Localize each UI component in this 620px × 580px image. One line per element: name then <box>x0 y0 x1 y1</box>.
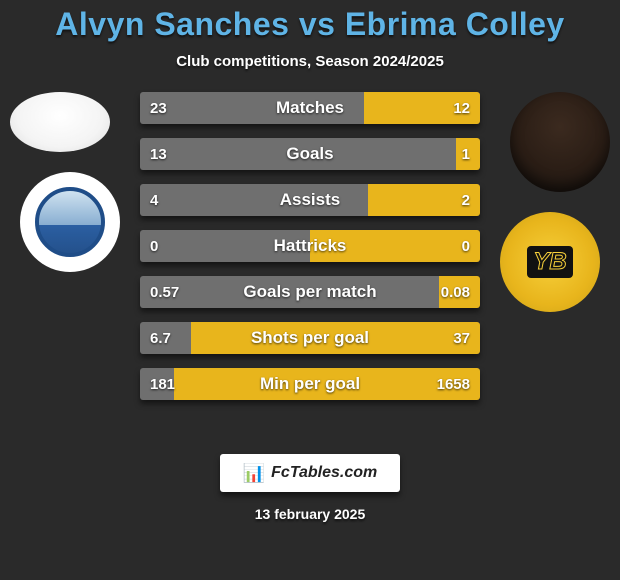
stage: YB Matches2312 Goals131 Assists42 Hattricks… <box>0 92 620 432</box>
stat-fill-right <box>310 230 480 262</box>
comparison-infographic: Alvyn Sanches vs Ebrima Colley Club comp… <box>0 0 620 580</box>
stat-row: Goals131 <box>140 138 480 170</box>
stat-bars: Matches2312 Goals131 Assists42 Hattricks00 G… <box>140 92 480 400</box>
player-avatar-left <box>10 92 110 152</box>
stat-row: Shots per goal6.737 <box>140 322 480 354</box>
stat-row: Hattricks00 <box>140 230 480 262</box>
club-crest-left <box>20 172 120 272</box>
stat-row: Min per goal1811658 <box>140 368 480 400</box>
club-crest-right-text: YB <box>527 246 572 278</box>
stat-fill-left <box>140 322 191 354</box>
stat-fill-right <box>174 368 480 400</box>
stat-fill-left <box>140 138 456 170</box>
stat-fill-right <box>456 138 480 170</box>
date-text: 13 february 2025 <box>0 506 620 522</box>
stat-fill-left <box>140 368 174 400</box>
club-crest-left-inner <box>35 187 105 257</box>
stat-fill-right <box>364 92 480 124</box>
chart-icon: 📊 <box>243 463 265 484</box>
subtitle: Club competitions, Season 2024/2025 <box>0 53 620 70</box>
player-avatar-right <box>510 92 610 192</box>
stat-row: Assists42 <box>140 184 480 216</box>
brand-badge: 📊 FcTables.com <box>220 454 400 492</box>
stat-fill-left <box>140 184 368 216</box>
club-crest-right: YB <box>500 212 600 312</box>
stat-fill-left <box>140 230 310 262</box>
stat-fill-left <box>140 276 439 308</box>
page-title: Alvyn Sanches vs Ebrima Colley <box>0 6 620 43</box>
stat-row: Goals per match0.570.08 <box>140 276 480 308</box>
stat-fill-left <box>140 92 364 124</box>
stat-fill-right <box>368 184 480 216</box>
stat-fill-right <box>191 322 480 354</box>
brand-text: FcTables.com <box>271 464 377 482</box>
stat-row: Matches2312 <box>140 92 480 124</box>
stat-fill-right <box>439 276 480 308</box>
